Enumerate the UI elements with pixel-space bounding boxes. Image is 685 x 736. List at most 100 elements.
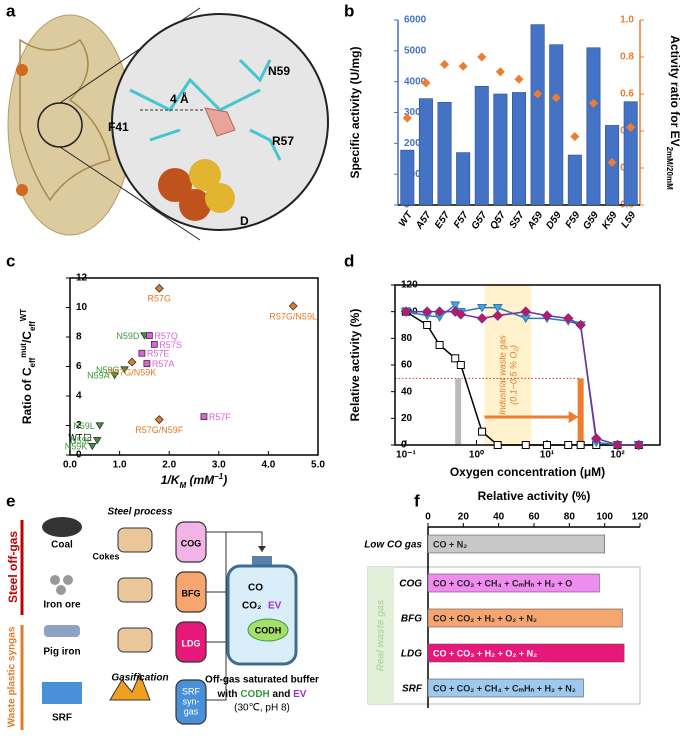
point-label: R57G/N59K (108, 367, 157, 377)
point (451, 354, 460, 363)
residue-label: F41 (108, 120, 129, 134)
point-label: N59F (70, 436, 93, 446)
y-tick-label: 6000 (404, 15, 427, 26)
x-axis-label: Relative activity (%) (478, 489, 591, 503)
y-tick-label: 1.0 (620, 15, 634, 26)
ratio-marker (533, 89, 543, 99)
y-tick-label: 0.8 (620, 52, 634, 63)
y-axis-label: Relative activity (%) (348, 309, 362, 422)
bottle-text: CO₂ (242, 601, 261, 612)
furnace (117, 627, 153, 653)
connector (206, 531, 263, 701)
y-tick-label: BFG (401, 614, 422, 625)
feed-label: Coal (51, 540, 73, 551)
x-tick-label: 10¹ (540, 450, 555, 461)
residue-label: R57 (272, 134, 294, 148)
distance-label: 4 Å (170, 91, 189, 106)
bottle-text: CODH (255, 625, 282, 635)
x-tick-label: 80 (564, 512, 576, 523)
x-tick-label: 10⁰ (469, 450, 484, 461)
x-tick-label: 20 (458, 512, 470, 523)
ratio-marker (421, 78, 431, 88)
point-label: R57E (147, 349, 170, 359)
bottle-text: EV (268, 601, 282, 612)
bar-text: CO + N₂ (433, 539, 467, 549)
point (421, 306, 433, 317)
point-label: R57A (152, 359, 175, 369)
feed-label: Pig iron (43, 647, 80, 658)
y-tick-label: 3000 (404, 107, 427, 118)
arrow-head (258, 546, 266, 552)
ore-icon (56, 585, 66, 595)
y-tick-label: Low CO gas (364, 540, 422, 551)
x-tick-label: Q57 (488, 210, 508, 232)
point (476, 313, 488, 324)
group-label: Steel off-gas (6, 531, 20, 603)
bar (586, 47, 601, 206)
y-tick-label: 8 (76, 332, 82, 343)
point (435, 341, 444, 349)
point (88, 443, 97, 451)
point (562, 313, 574, 324)
ratio-marker (458, 61, 468, 71)
point (110, 372, 119, 380)
bottle-cap (252, 556, 272, 566)
x-tick-label: K59 (600, 210, 620, 232)
point (520, 306, 532, 317)
furnace (117, 577, 153, 603)
point (493, 441, 502, 449)
point (143, 360, 151, 367)
y-tick-label: COG (399, 579, 422, 590)
structure-panel: 4 Å F41 N59 R57 D (7, 7, 329, 241)
ratio-marker (551, 93, 561, 103)
point-label: R57Q (154, 331, 178, 341)
point (145, 332, 153, 339)
group-label: Waste plastic syngas (7, 626, 18, 727)
ratio-marker (402, 113, 412, 123)
point-label: N59G (96, 365, 120, 375)
gas-label: BFG (182, 588, 201, 598)
x-tick-label: 120 (632, 512, 649, 523)
point (455, 309, 467, 320)
cluster-label: D (240, 214, 249, 228)
axis-label-part: (mM (186, 473, 215, 487)
ore-icon (63, 575, 73, 585)
bar (530, 24, 545, 206)
point (200, 413, 208, 421)
ratio-marker (477, 52, 487, 62)
point (154, 415, 164, 425)
panel-label: d (344, 251, 354, 270)
point (423, 321, 432, 329)
x-tick-label: 100 (596, 512, 613, 523)
bar (456, 152, 471, 206)
point (476, 304, 488, 313)
x-tick-label: L59 (619, 210, 638, 231)
feed-label: SRF (52, 713, 72, 724)
zoom-line (59, 146, 201, 241)
point (120, 366, 129, 374)
f41 (204, 107, 236, 137)
cluster (16, 184, 28, 196)
x-tick-label: A57 (413, 210, 433, 233)
y-tick-label: 5000 (404, 45, 427, 56)
srf-icon (42, 682, 82, 704)
bar (549, 44, 564, 206)
coal-icon (42, 517, 82, 537)
process-diagram: Steel off-gas Waste plastic syngas Coal … (6, 507, 319, 730)
gas-label: COG (181, 538, 202, 548)
bar (511, 92, 527, 206)
pig-iron-icon (44, 625, 80, 637)
point-label: N59L (73, 421, 95, 431)
axis-label-part: Ratio of C (20, 367, 34, 424)
panel-label: b (344, 1, 354, 20)
point-label: R57G/N59F (135, 425, 184, 435)
gray-bar (455, 378, 462, 445)
axis-label-part: eff (28, 357, 37, 367)
s-atom (189, 159, 221, 191)
codh-blob (247, 618, 289, 642)
axis-label-part: Activity ratio for EV (668, 35, 682, 146)
protein-ribbon (19, 38, 111, 202)
y-tick-label: 1000 (404, 169, 427, 180)
axis-label-part: 2mM/20mM (665, 147, 674, 190)
